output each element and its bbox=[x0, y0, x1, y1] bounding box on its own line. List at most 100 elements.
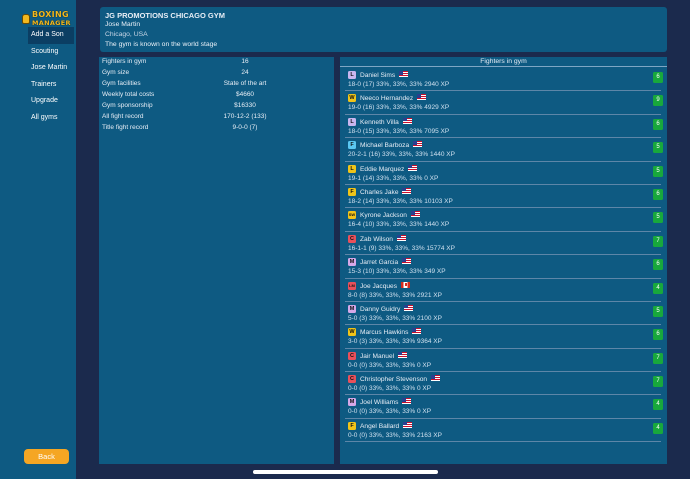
stat-value: 16 bbox=[241, 58, 249, 65]
fighter-record: 16-1-1 (9) 33%, 33%, 33% 15774 XP bbox=[348, 244, 455, 252]
sidebar-item-trainers[interactable]: Trainers bbox=[31, 80, 57, 88]
usa-flag-icon bbox=[417, 94, 427, 101]
fighter-row[interactable]: C Christopher Stevenson 0-0 (0) 33%, 33%, … bbox=[345, 372, 663, 396]
stat-row: Gym sponsorship $16330 bbox=[99, 101, 334, 112]
weight-class-icon: F bbox=[348, 421, 356, 430]
fighter-name: Danny Guidry bbox=[360, 305, 401, 313]
fighter-rating-badge: 7 bbox=[653, 376, 663, 388]
fighter-record: 19-1 (14) 33%, 33%, 33% 0 XP bbox=[348, 174, 439, 182]
stat-row: Gym facilities State of the art bbox=[99, 79, 334, 90]
sidebar-item-manager[interactable]: Jose Martin bbox=[31, 64, 68, 71]
fighter-name: Christopher Stevenson bbox=[360, 376, 428, 384]
fighter-name: Jair Manuel bbox=[360, 352, 395, 360]
fighter-row[interactable]: SW Kyrone Jackson 16-4 (10) 33%, 33%, 33% … bbox=[345, 208, 663, 232]
fighter-rating-badge: 7 bbox=[653, 235, 663, 247]
usa-flag-icon bbox=[402, 117, 412, 124]
weight-class-icon: W bbox=[348, 328, 356, 337]
usa-flag-icon bbox=[413, 141, 423, 148]
fighter-name: Joe Jacques bbox=[360, 282, 398, 290]
stat-row: Weekly total costs $4660 bbox=[99, 90, 334, 101]
sidebar-item-upgrade[interactable]: Upgrade bbox=[31, 97, 58, 104]
fighter-row[interactable]: F Angel Ballard 0-0 (0) 33%, 33%, 33% 2163… bbox=[345, 419, 663, 443]
fighter-row[interactable]: F Michael Barboza 20-2-1 (16) 33%, 33%, 33… bbox=[345, 138, 663, 162]
stat-row: All fight record 170-12-2 (133) bbox=[99, 112, 334, 123]
usa-flag-icon bbox=[398, 351, 408, 358]
weight-class-icon: M bbox=[348, 258, 356, 267]
usa-flag-icon bbox=[402, 258, 412, 265]
fighter-row[interactable]: L Daniel Sims 18-0 (17) 33%, 33%, 33% 2940… bbox=[345, 68, 663, 92]
fighter-row[interactable]: W Marcus Hawkins 3-0 (3) 33%, 33%, 33% 936… bbox=[345, 325, 663, 349]
fighter-record: 19-0 (16) 33%, 33%, 33% 4929 XP bbox=[348, 104, 450, 112]
fighter-row[interactable]: C Jair Manuel 0-0 (0) 33%, 33%, 33% 0 XP 7 bbox=[345, 349, 663, 373]
fighter-record: 18-2 (14) 33%, 33%, 33% 10103 XP bbox=[348, 197, 453, 205]
weight-class-icon: W bbox=[348, 94, 356, 103]
fighter-name: Kenneth Villa bbox=[360, 118, 399, 126]
fighter-rating-badge: 4 bbox=[653, 282, 663, 294]
canada-flag-icon bbox=[401, 281, 411, 288]
fighter-row[interactable]: L Eddie Marquez 19-1 (14) 33%, 33%, 33% 0 … bbox=[345, 162, 663, 185]
stat-value: $16330 bbox=[234, 102, 256, 109]
stat-value: 9-0-0 (7) bbox=[232, 124, 258, 131]
fighter-row[interactable]: M Jarret Garcia 15-3 (10) 33%, 33%, 33% 34… bbox=[345, 255, 663, 279]
fighter-record: 0-0 (0) 33%, 33%, 33% 0 XP bbox=[348, 361, 432, 369]
fighter-list: L Daniel Sims 18-0 (17) 33%, 33%, 33% 2940… bbox=[345, 68, 663, 443]
gym-owner: Jose Martin bbox=[105, 21, 141, 28]
fighter-name: Angel Ballard bbox=[360, 422, 400, 430]
sidebar: BOXING MANAGER Add a Son Scouting Jose M… bbox=[0, 0, 76, 479]
fighter-record: 8-0 (8) 33%, 33%, 33% 2921 XP bbox=[348, 291, 442, 299]
stat-label: Gym size bbox=[102, 69, 130, 76]
fighter-record: 16-4 (10) 33%, 33%, 33% 1440 XP bbox=[348, 221, 450, 229]
home-indicator bbox=[253, 470, 438, 474]
gym-stats-panel: Fighters in gym 16 Gym size 24 Gym facil… bbox=[99, 57, 334, 464]
fighter-row[interactable]: M Joel Williams 0-0 (0) 33%, 33%, 33% 0 XP… bbox=[345, 395, 663, 419]
app-logo: BOXING MANAGER bbox=[22, 9, 72, 29]
usa-flag-icon bbox=[403, 421, 413, 428]
fighter-record: 3-0 (3) 33%, 33%, 33% 9364 XP bbox=[348, 338, 442, 346]
fighter-name: Zab Wilson bbox=[360, 235, 393, 243]
weight-class-icon: C bbox=[348, 234, 356, 243]
fighter-name: Neeco Hernandez bbox=[360, 95, 414, 103]
usa-flag-icon bbox=[402, 187, 412, 194]
sidebar-item-all-gyms[interactable]: All gyms bbox=[31, 113, 58, 121]
fighter-row[interactable]: F Charles Jake 18-2 (14) 33%, 33%, 33% 101… bbox=[345, 185, 663, 209]
fighters-panel: Fighters in gym L Daniel Sims 18-0 (17) 33… bbox=[340, 57, 667, 464]
fighter-record: 18-0 (15) 33%, 33%, 33% 7095 XP bbox=[348, 127, 450, 135]
fighter-rating-badge: 6 bbox=[653, 188, 663, 200]
fighter-row[interactable]: C Zab Wilson 16-1-1 (9) 33%, 33%, 33% 1577… bbox=[345, 232, 663, 256]
fighter-row[interactable]: M Danny Guidry 5-0 (3) 33%, 33%, 33% 2100 … bbox=[345, 302, 663, 326]
weight-class-icon: SW bbox=[348, 211, 356, 220]
fighter-name: Jarret Garcia bbox=[360, 259, 399, 267]
weight-class-icon: L bbox=[348, 164, 356, 173]
fighter-name: Joel Williams bbox=[360, 399, 399, 407]
fighter-record: 5-0 (3) 33%, 33%, 33% 2100 XP bbox=[348, 314, 442, 322]
sidebar-item-add-a-son[interactable]: Add a Son bbox=[28, 27, 74, 44]
stat-label: Gym sponsorship bbox=[102, 102, 153, 109]
fighter-rating-badge: 4 bbox=[653, 422, 663, 434]
fighter-record: 15-3 (10) 33%, 33%, 33% 349 XP bbox=[348, 268, 446, 276]
sidebar-item-scouting[interactable]: Scouting bbox=[31, 47, 59, 55]
weight-class-icon: M bbox=[348, 304, 356, 313]
fighter-row[interactable]: LM Joe Jacques 8-0 (8) 33%, 33%, 33% 2921 … bbox=[345, 279, 663, 302]
fighter-rating-badge: 6 bbox=[653, 72, 663, 83]
usa-flag-icon bbox=[412, 328, 422, 335]
stat-value: 170-12-2 (133) bbox=[223, 113, 267, 120]
stat-label: Weekly total costs bbox=[102, 91, 155, 98]
weight-class-icon: M bbox=[348, 398, 356, 407]
fighter-record: 0-0 (0) 33%, 33%, 33% 2163 XP bbox=[348, 431, 442, 439]
fighter-rating-badge: 6 bbox=[653, 259, 663, 271]
weight-class-icon: F bbox=[348, 141, 356, 150]
fighter-name: Eddie Marquez bbox=[360, 165, 405, 173]
fighter-name: Charles Jake bbox=[360, 188, 399, 196]
fighter-rating-badge: 6 bbox=[653, 118, 663, 130]
fighter-rating-badge: 4 bbox=[653, 399, 663, 411]
fighter-record: 20-2-1 (16) 33%, 33%, 33% 1440 XP bbox=[348, 151, 455, 159]
gym-header: JG PROMOTIONS CHICAGO GYM Jose Martin Ch… bbox=[100, 7, 667, 52]
stat-value: State of the art bbox=[223, 80, 267, 87]
fighter-rating-badge: 5 bbox=[653, 165, 663, 177]
fighter-rating-badge: 6 bbox=[653, 329, 663, 341]
back-button[interactable]: Back bbox=[24, 449, 69, 464]
fighter-row[interactable]: L Kenneth Villa 18-0 (15) 33%, 33%, 33% 70… bbox=[345, 115, 663, 139]
gym-reputation: The gym is known on the world stage bbox=[105, 41, 218, 48]
fighter-row[interactable]: W Neeco Hernandez 19-0 (16) 33%, 33%, 33% … bbox=[345, 91, 663, 115]
usa-flag-icon bbox=[408, 164, 418, 171]
